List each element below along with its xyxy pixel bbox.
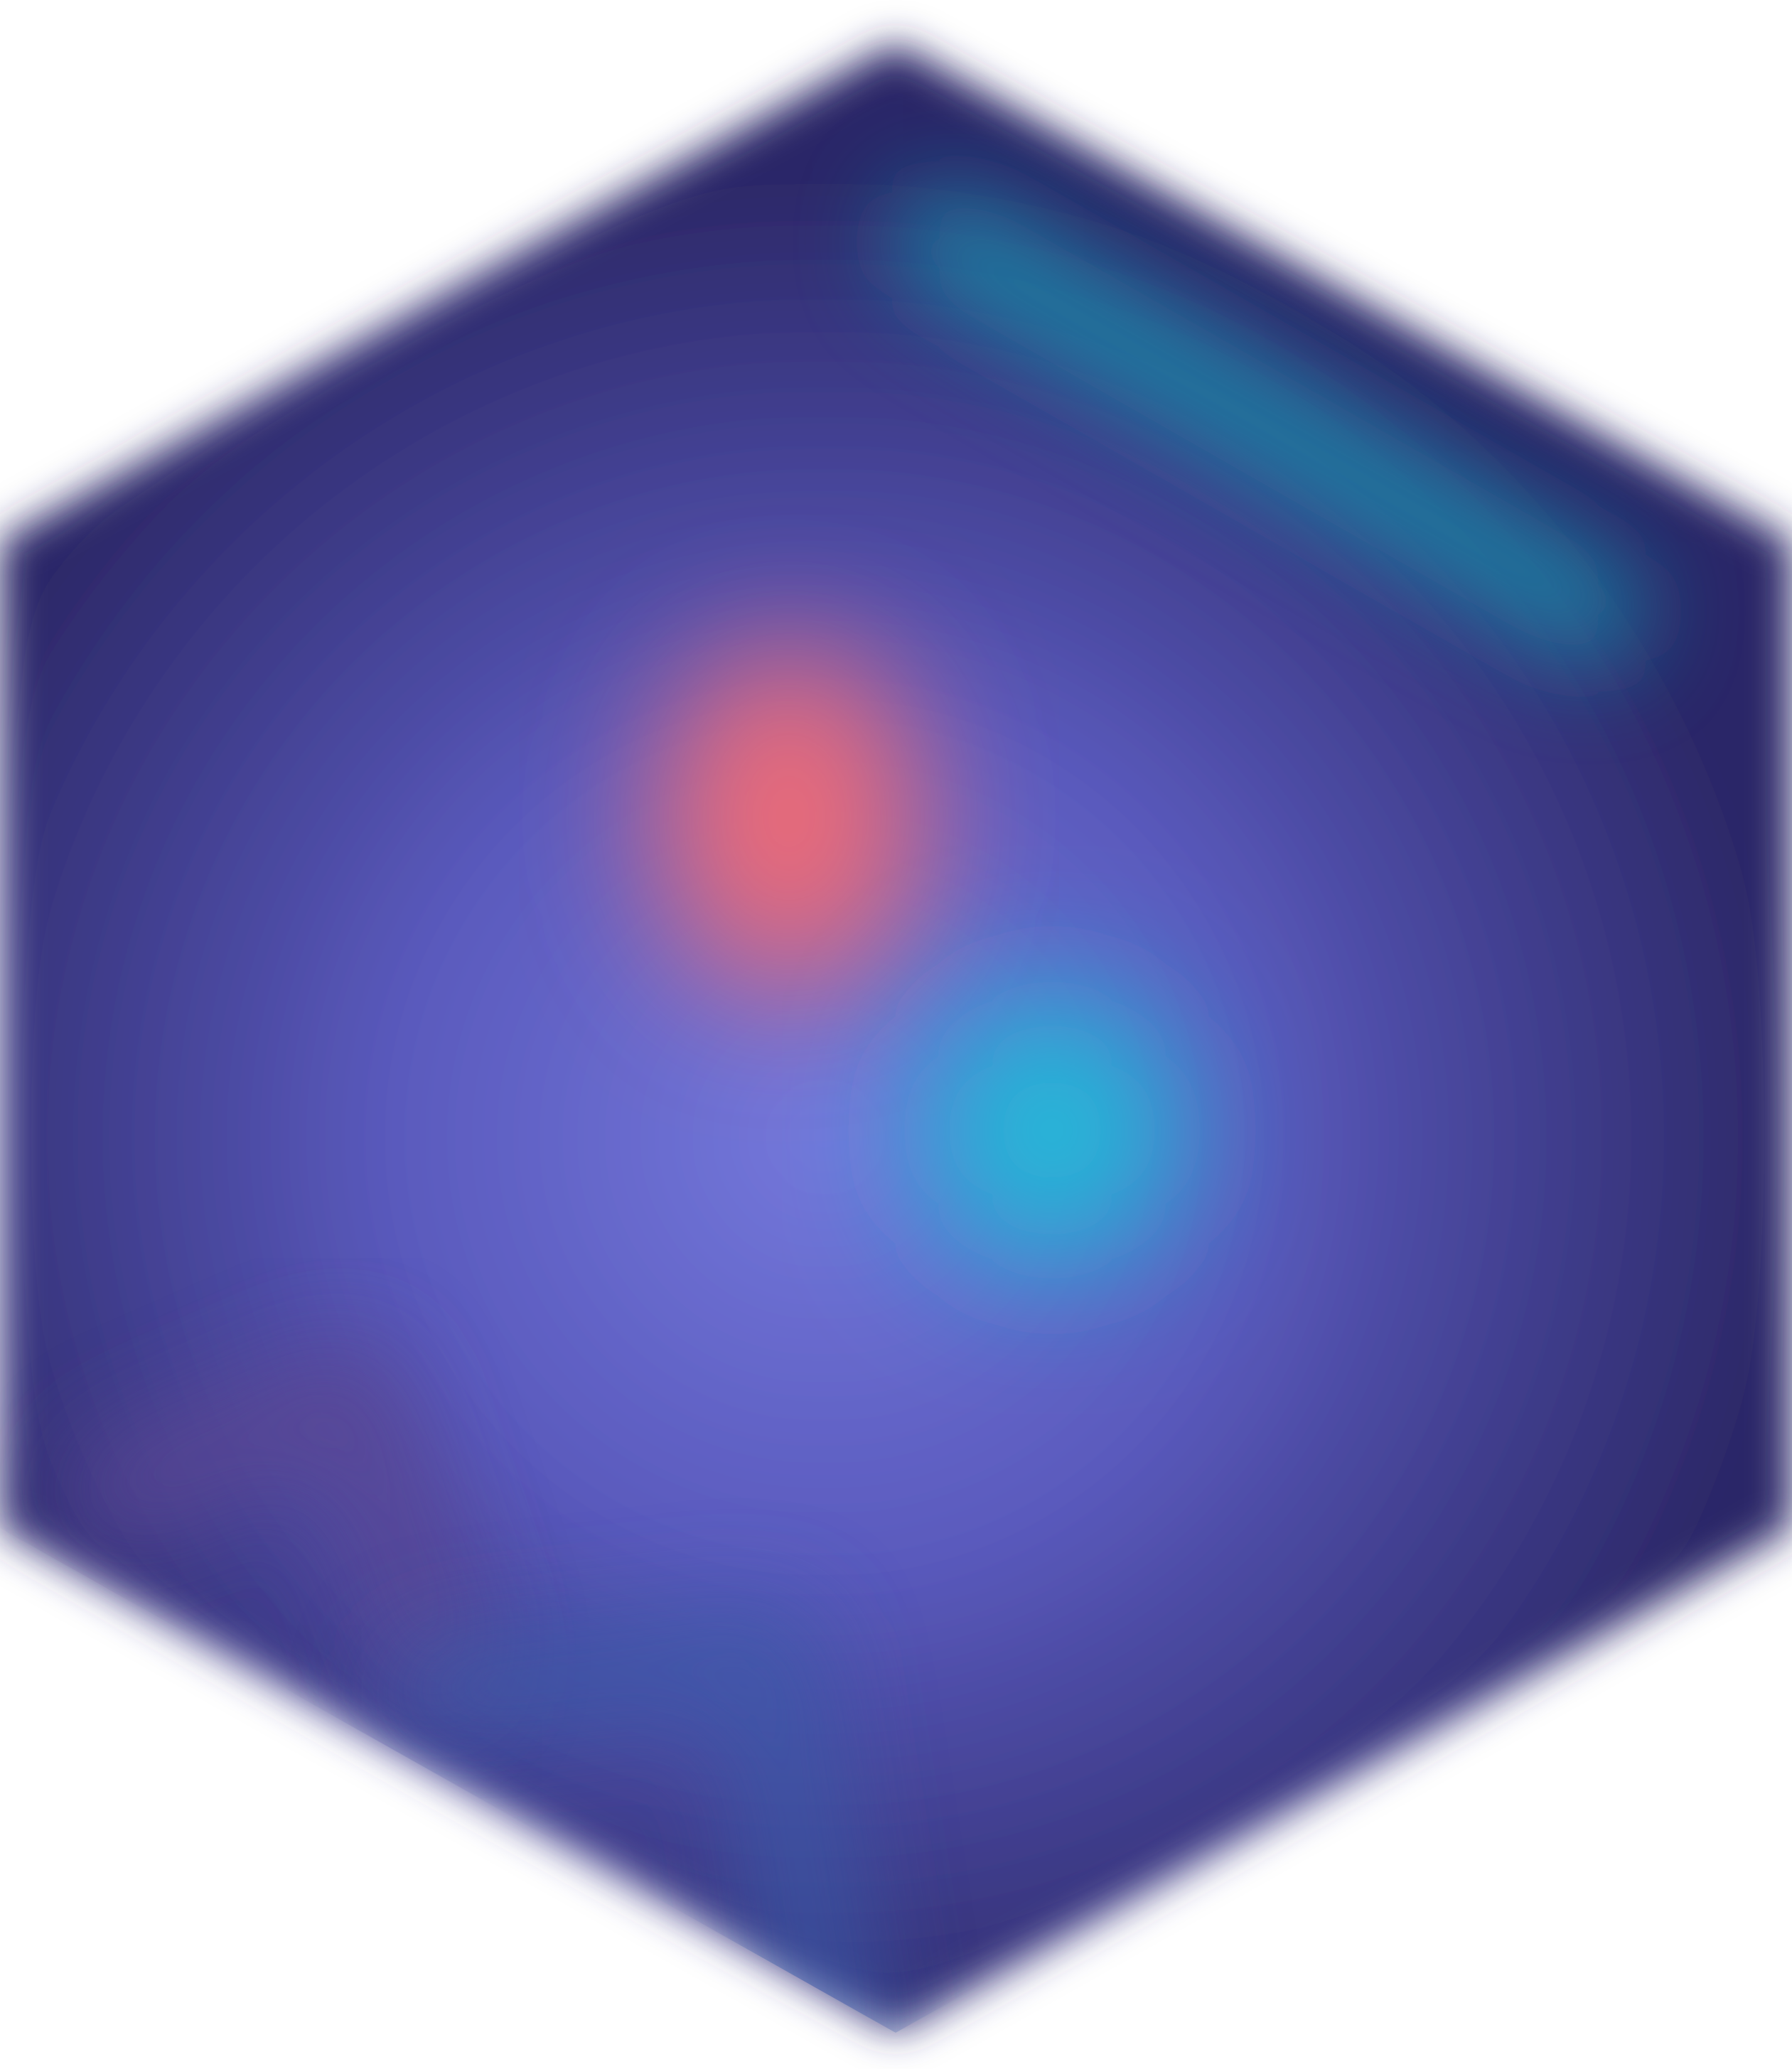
purple-chevron	[71, 1343, 490, 1713]
coral-blob	[654, 643, 924, 991]
teal-stripe	[892, 188, 1646, 665]
blue-bar	[387, 1603, 885, 2033]
cyan-blob	[917, 988, 1187, 1272]
hexagon-decorations	[71, 188, 1646, 2033]
